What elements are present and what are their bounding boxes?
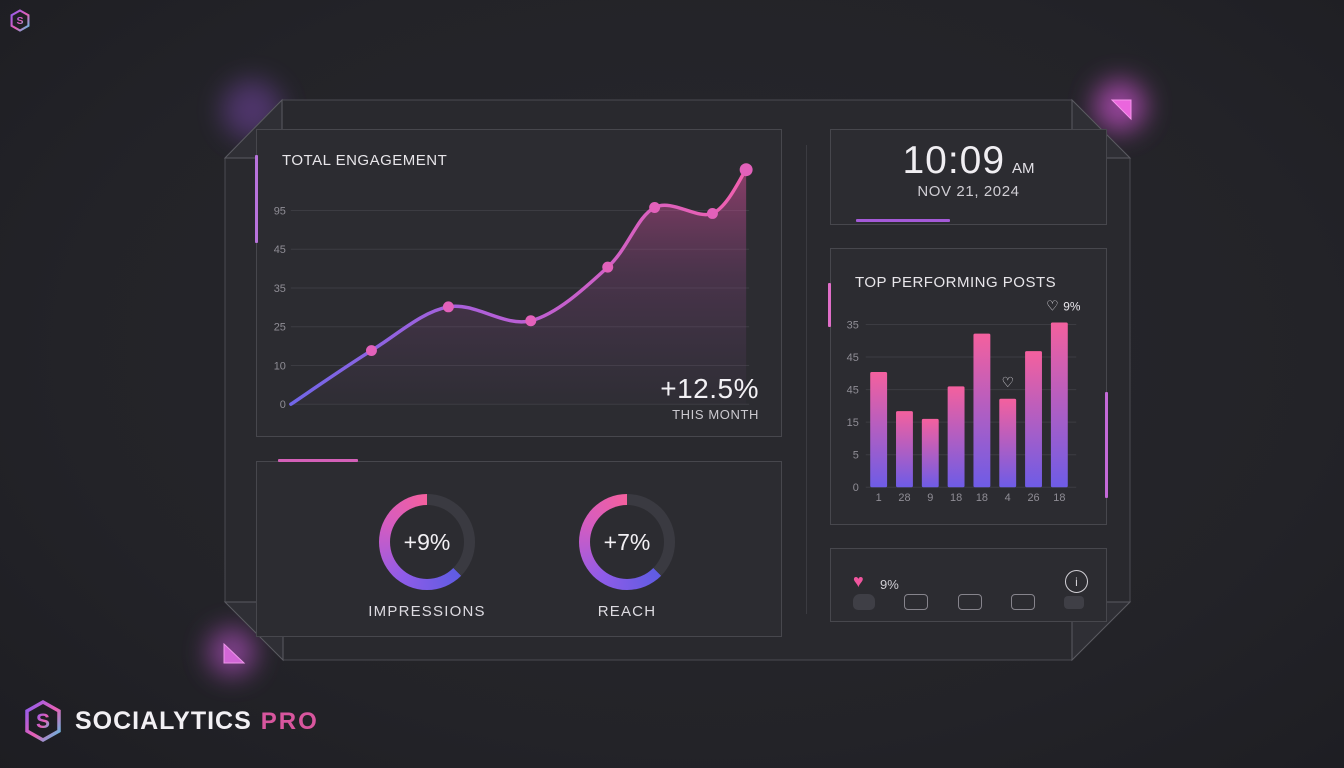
info-icon[interactable]: i [1065,570,1088,593]
svg-text:15: 15 [847,417,859,429]
svg-text:95: 95 [274,205,286,217]
svg-text:45: 45 [274,244,286,256]
svg-text:28: 28 [898,492,910,504]
engagement-card-accent [255,155,258,243]
svg-text:♡: ♡ [1001,374,1013,390]
engagement-delta-caption: THIS MONTH [672,407,759,422]
clock-card: 10:09 AM NOV 21, 2024 [830,129,1107,225]
metrics-card: +9% IMPRESSIONS +7% REACH [256,461,782,637]
heart-value: 9% [880,577,899,592]
logo-icon: S [25,700,61,742]
total-engagement-card: TOTAL ENGAGEMENT 0 10 25 35 45 95 +12.5% THIS… [256,129,782,437]
impressions-donut: +9% [379,494,475,590]
mini-logo-monogram: S [16,15,23,27]
svg-text:9: 9 [927,492,933,504]
clock-time-row: 10:09 AM [831,140,1106,182]
engagement-delta-block: +12.5% THIS MONTH [660,373,759,422]
rounded-rect-icon[interactable] [957,594,982,610]
top-posts-title: TOP PERFORMING POSTS [855,274,1057,291]
engagement-line-chart: 0 10 25 35 45 95 [274,163,753,411]
right-edge-accent [1105,392,1108,498]
engagement-delta: +12.5% [660,373,759,404]
svg-text:5: 5 [853,450,859,462]
svg-text:4: 4 [1005,492,1011,504]
svg-text:35: 35 [274,283,286,295]
svg-text:♡: ♡ [1046,298,1058,314]
metrics-card-accent [278,459,358,462]
impressions-label: IMPRESSIONS [368,603,486,620]
clock-card-accent [856,219,950,222]
svg-text:25: 25 [274,322,286,334]
speech-bubble-icon[interactable] [904,594,929,610]
pink-triangle-top-right [1110,99,1132,121]
reach-value: +7% [603,528,651,555]
top-posts-bar-chart: 0 5 15 45 45 35 1 28 9 18 18 4 26 18 ♡ ♡ 9% [847,298,1081,505]
top-posts-card-accent [828,283,831,327]
impressions-donut-value-wrap: +9% [390,505,464,579]
svg-text:10: 10 [274,360,286,372]
reach-label: REACH [597,603,657,620]
heart-icon: ♥ [853,571,864,591]
brand-logo: S SOCIALYTICS PRO [24,700,319,742]
reach-donut-value-wrap: +7% [590,505,664,579]
clock-time: 10:09 [902,139,1006,182]
logo-suffix: PRO [260,707,319,735]
svg-text:45: 45 [847,352,859,364]
svg-text:1: 1 [876,492,882,504]
logo-monogram: S [36,710,50,733]
mini-engagement-card: ♥ 9% i [830,548,1107,622]
rounded-rect-icon[interactable] [1010,594,1035,610]
mini-logo-icon: S [10,9,30,32]
svg-text:45: 45 [847,385,859,397]
svg-text:18: 18 [1053,492,1065,504]
filled-bubble-icon[interactable] [853,594,875,610]
svg-text:18: 18 [976,492,988,504]
engagement-title: TOTAL ENGAGEMENT [282,152,448,169]
svg-text:0: 0 [853,482,859,494]
top-posts-card: TOP PERFORMING POSTS 0 5 15 45 45 35 1 28 9 18 18 4… [830,248,1107,525]
svg-text:35: 35 [847,319,859,331]
clock-meridiem: AM [1012,160,1035,177]
clock-date: NOV 21, 2024 [917,183,1020,200]
impressions-value: +9% [403,528,451,555]
reaction-icon-row [853,594,1084,610]
reach-donut: +7% [579,494,675,590]
svg-text:0: 0 [280,399,286,411]
pink-triangle-bottom-left [223,642,246,664]
svg-text:26: 26 [1027,492,1039,504]
svg-text:18: 18 [950,492,962,504]
svg-text:9%: 9% [1063,300,1081,314]
logo-name: SOCIALYTICS [75,706,252,735]
info-glyph: i [1075,574,1078,589]
filled-rect-icon[interactable] [1064,595,1084,609]
